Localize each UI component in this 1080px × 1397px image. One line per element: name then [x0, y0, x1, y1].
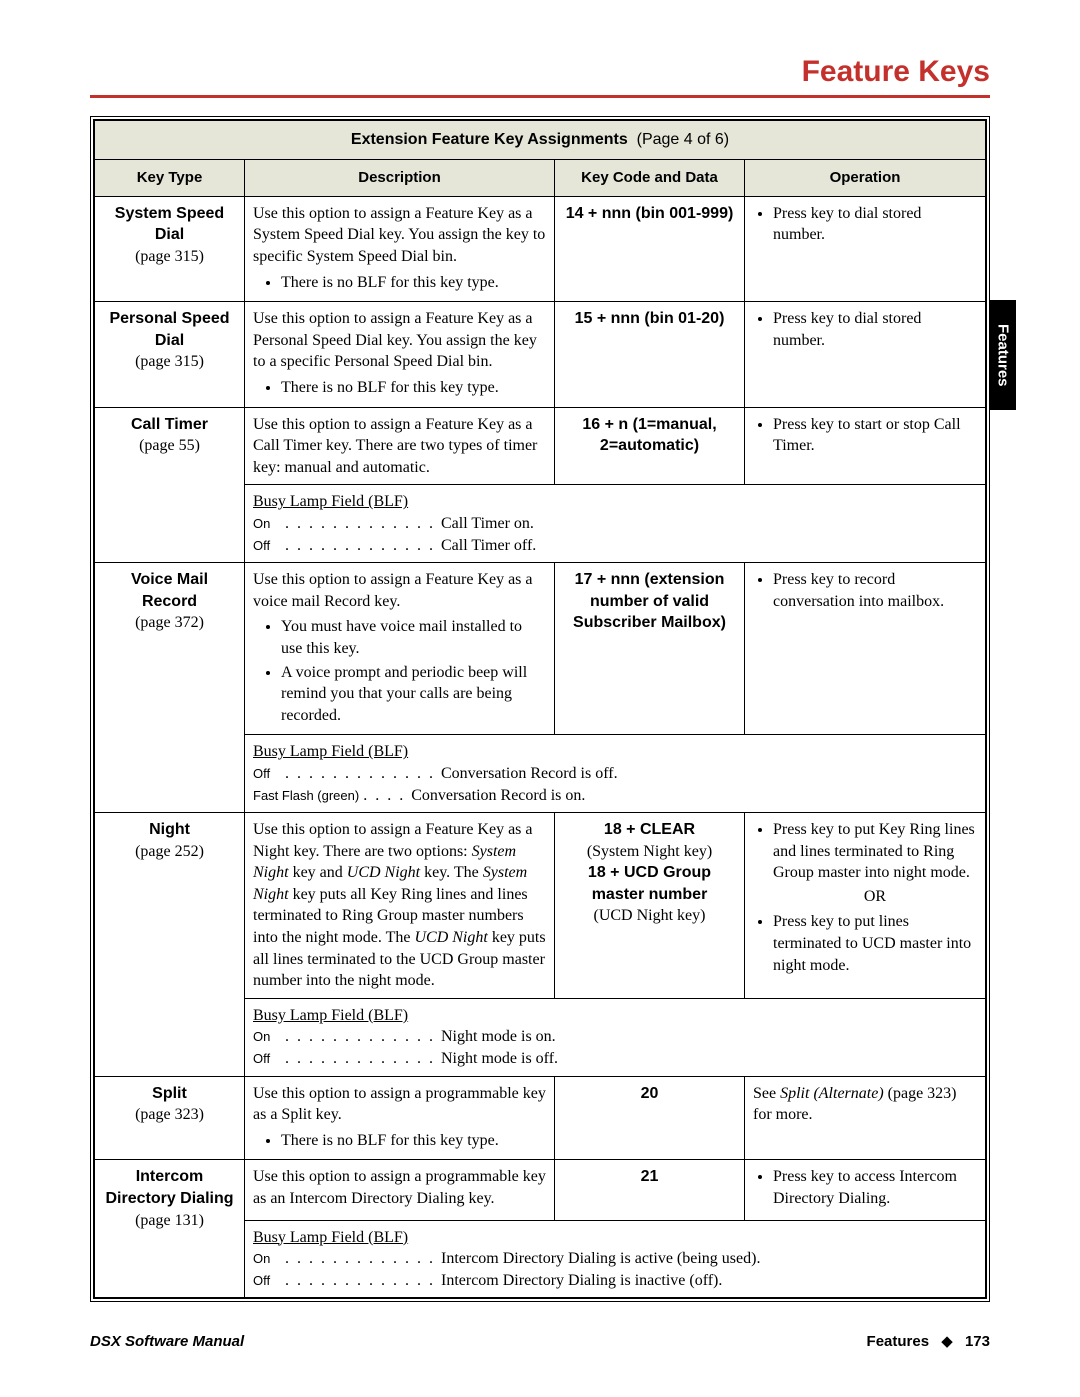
- col-header-description: Description: [245, 159, 555, 196]
- blf-cell: Busy Lamp Field (BLF) Off . . . . . . . …: [245, 735, 986, 813]
- operation-cell: Press key to dial stored number.: [745, 302, 986, 407]
- page: Feature Keys Features Extension Feature …: [0, 0, 1080, 1390]
- operation-cell: Press key to access Intercom Directory D…: [745, 1160, 986, 1220]
- page-title: Feature Keys: [90, 55, 990, 89]
- table-frame: Extension Feature Key Assignments (Page …: [90, 116, 990, 1302]
- keytype-cell: Night (page 252): [95, 813, 245, 1077]
- description-cell: Use this option to assign a Feature Key …: [245, 563, 555, 735]
- keytype-cell: Split (page 323): [95, 1076, 245, 1160]
- row-intercom-directory-dialing: Intercom Directory Dialing (page 131) Us…: [95, 1160, 986, 1220]
- operation-cell: Press key to put Key Ring lines and line…: [745, 813, 986, 999]
- keycode-cell: 21: [555, 1160, 745, 1220]
- description-cell: Use this option to assign a Feature Key …: [245, 302, 555, 407]
- keycode-cell: 14 + nnn (bin 001-999): [555, 196, 745, 301]
- feature-key-table: Extension Feature Key Assignments (Page …: [94, 120, 986, 1298]
- keytype-cell: Call Timer (page 55): [95, 407, 245, 563]
- description-cell: Use this option to assign a Feature Key …: [245, 813, 555, 999]
- blf-cell: Busy Lamp Field (BLF) On . . . . . . . .…: [245, 1220, 986, 1298]
- col-header-operation: Operation: [745, 159, 986, 196]
- keycode-cell: 17 + nnn (extension number of valid Subs…: [555, 563, 745, 735]
- keycode-cell: 16 + n (1=manual, 2=automatic): [555, 407, 745, 485]
- blf-cell: Busy Lamp Field (BLF) On . . . . . . . .…: [245, 485, 986, 563]
- keytype-cell: Voice Mail Record (page 372): [95, 563, 245, 813]
- footer-manual-title: DSX Software Manual: [90, 1333, 244, 1350]
- row-call-timer: Call Timer (page 55) Use this option to …: [95, 407, 986, 485]
- row-split: Split (page 323) Use this option to assi…: [95, 1076, 986, 1160]
- table-header-row: Key Type Description Key Code and Data O…: [95, 159, 986, 196]
- side-tab-label: Features: [995, 324, 1012, 387]
- side-tab: Features: [990, 300, 1016, 410]
- operation-cell: Press key to dial stored number.: [745, 196, 986, 301]
- description-cell: Use this option to assign a Feature Key …: [245, 196, 555, 301]
- table-caption-row: Extension Feature Key Assignments (Page …: [95, 121, 986, 160]
- row-personal-speed-dial: Personal Speed Dial (page 315) Use this …: [95, 302, 986, 407]
- description-cell: Use this option to assign a programmable…: [245, 1076, 555, 1160]
- row-night: Night (page 252) Use this option to assi…: [95, 813, 986, 999]
- description-cell: Use this option to assign a Feature Key …: [245, 407, 555, 485]
- operation-cell: Press key to record conversation into ma…: [745, 563, 986, 735]
- row-voice-mail-record: Voice Mail Record (page 372) Use this op…: [95, 563, 986, 735]
- diamond-icon: ◆: [941, 1333, 953, 1350]
- operation-cell: See Split (Alternate) (page 323) for mor…: [745, 1076, 986, 1160]
- table-caption: Extension Feature Key Assignments (Page …: [95, 121, 986, 160]
- keytype-cell: System Speed Dial (page 315): [95, 196, 245, 301]
- keytype-cell: Intercom Directory Dialing (page 131): [95, 1160, 245, 1298]
- footer-page-number: Features ◆ 173: [867, 1332, 990, 1350]
- col-header-keytype: Key Type: [95, 159, 245, 196]
- blf-cell: Busy Lamp Field (BLF) On . . . . . . . .…: [245, 998, 986, 1076]
- description-cell: Use this option to assign a programmable…: [245, 1160, 555, 1220]
- keycode-cell: 15 + nnn (bin 01-20): [555, 302, 745, 407]
- operation-cell: Press key to start or stop Call Timer.: [745, 407, 986, 485]
- keycode-cell: 18 + CLEAR (System Night key) 18 + UCD G…: [555, 813, 745, 999]
- col-header-keycode: Key Code and Data: [555, 159, 745, 196]
- page-footer: DSX Software Manual Features ◆ 173: [90, 1332, 990, 1350]
- keytype-cell: Personal Speed Dial (page 315): [95, 302, 245, 407]
- row-system-speed-dial: System Speed Dial (page 315) Use this op…: [95, 196, 986, 301]
- keycode-cell: 20: [555, 1076, 745, 1160]
- title-rule: [90, 95, 990, 98]
